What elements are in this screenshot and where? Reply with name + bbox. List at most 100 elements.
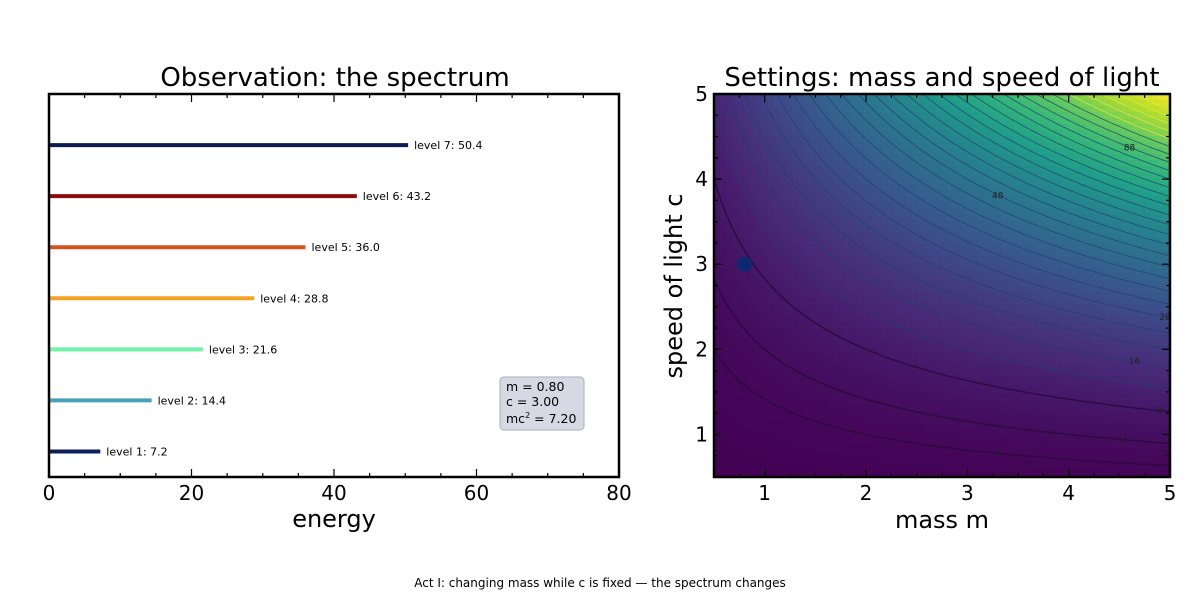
heatmap-cell — [840, 466, 847, 473]
heatmap-cell — [822, 262, 829, 269]
heatmap-cell — [822, 118, 829, 125]
heatmap-cell — [990, 412, 997, 419]
heatmap-cell — [828, 172, 835, 179]
heatmap-cell — [822, 328, 829, 335]
heatmap-cell — [864, 388, 871, 395]
heatmap-cell — [1092, 94, 1099, 101]
heatmap-cell — [954, 388, 961, 395]
heatmap-cell — [1086, 178, 1093, 185]
heatmap-cell — [1092, 256, 1099, 263]
heatmap-cell — [1002, 184, 1009, 191]
heatmap-cell — [738, 160, 745, 167]
heatmap-cell — [1134, 394, 1141, 401]
heatmap-cell — [924, 322, 931, 329]
heatmap-cell — [1068, 94, 1075, 101]
heatmap-cell — [810, 460, 817, 467]
heatmap-cell — [840, 448, 847, 455]
heatmap-cell — [780, 118, 787, 125]
heatmap-cell — [1038, 118, 1045, 125]
heatmap-cell — [1014, 352, 1021, 359]
heatmap-cell — [1086, 112, 1093, 119]
heatmap-cell — [1164, 436, 1170, 443]
heatmap-cell — [774, 220, 781, 227]
heatmap-cell — [756, 388, 763, 395]
heatmap-cell — [768, 154, 775, 161]
heatmap-cell — [996, 262, 1003, 269]
heatmap-cell — [804, 382, 811, 389]
current-settings-marker[interactable] — [736, 256, 752, 272]
heatmap-cell — [918, 364, 925, 371]
heatmap-cell — [1116, 418, 1123, 425]
heatmap-cell — [1038, 460, 1045, 467]
heatmap-cell — [792, 448, 799, 455]
heatmap-cell — [714, 166, 721, 173]
heatmap-cell — [1128, 172, 1135, 179]
heatmap-cell — [906, 244, 913, 251]
heatmap-cell — [780, 250, 787, 257]
heatmap-cell — [738, 364, 745, 371]
heatmap-cell — [930, 142, 937, 149]
heatmap-cell — [900, 220, 907, 227]
heatmap-cell — [942, 394, 949, 401]
heatmap-cell — [852, 472, 859, 477]
heatmap-cell — [834, 370, 841, 377]
heatmap-cell — [1146, 202, 1153, 209]
heatmap-cell — [912, 178, 919, 185]
heatmap-cell — [810, 448, 817, 455]
heatmap-cell — [960, 466, 967, 473]
heatmap-cell — [1026, 268, 1033, 275]
heatmap-cell — [768, 430, 775, 437]
heatmap-cell — [1092, 364, 1099, 371]
heatmap-cell — [744, 454, 751, 461]
heatmap-cell — [1140, 172, 1147, 179]
heatmap-cell — [1050, 166, 1057, 173]
heatmap-cell — [786, 202, 793, 209]
heatmap-cell — [864, 412, 871, 419]
heatmap-cell — [810, 280, 817, 287]
heatmap-cell — [882, 442, 889, 449]
heatmap-cell — [1146, 214, 1153, 221]
heatmap-cell — [1134, 148, 1141, 155]
heatmap-cell — [870, 424, 877, 431]
heatmap-cell — [750, 196, 757, 203]
heatmap-cell — [1014, 286, 1021, 293]
heatmap-cell — [1122, 106, 1129, 113]
heatmap-cell — [912, 394, 919, 401]
heatmap-cell — [1008, 130, 1015, 137]
heatmap-cell — [846, 196, 853, 203]
heatmap-cell — [738, 406, 745, 413]
heatmap-cell — [720, 244, 727, 251]
heatmap-cell — [768, 424, 775, 431]
heatmap-cell — [876, 388, 883, 395]
heatmap-cell — [930, 286, 937, 293]
heatmap-cell — [1038, 418, 1045, 425]
heatmap-cell — [720, 160, 727, 167]
heatmap-cell — [1146, 226, 1153, 233]
heatmap-cell — [726, 112, 733, 119]
heatmap-cell — [714, 466, 721, 473]
heatmap-cell — [972, 178, 979, 185]
heatmap-cell — [726, 208, 733, 215]
heatmap-cell — [792, 418, 799, 425]
heatmap-cell — [720, 346, 727, 353]
heatmap-cell — [804, 148, 811, 155]
heatmap-cell — [726, 328, 733, 335]
heatmap-cell — [888, 382, 895, 389]
heatmap-cell — [1140, 106, 1147, 113]
heatmap-cell — [798, 142, 805, 149]
heatmap-cell — [942, 466, 949, 473]
heatmap-cell — [834, 118, 841, 125]
heatmap-cell — [822, 100, 829, 107]
heatmap-cell — [1128, 370, 1135, 377]
heatmap-cell — [948, 160, 955, 167]
contour-line — [873, 94, 1170, 246]
heatmap-cell — [1002, 190, 1009, 197]
heatmap-cell — [924, 406, 931, 413]
heatmap-cell — [738, 298, 745, 305]
heatmap-cell — [726, 136, 733, 143]
heatmap-cell — [1104, 136, 1111, 143]
heatmap-cell — [1110, 322, 1117, 329]
heatmap-cell — [762, 304, 769, 311]
heatmap-cell — [1104, 322, 1111, 329]
heatmap-cell — [810, 94, 817, 101]
